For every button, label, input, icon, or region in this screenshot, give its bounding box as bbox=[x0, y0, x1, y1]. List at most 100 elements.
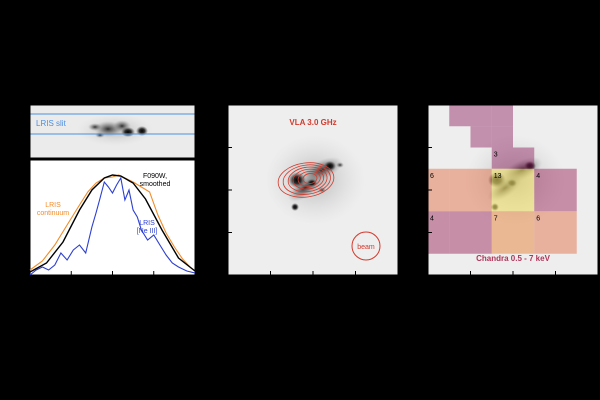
chandra-pixel bbox=[491, 126, 513, 148]
profile-x-tick-label: 2 bbox=[193, 279, 197, 286]
lris-continuum-label-line1: LRIS bbox=[45, 202, 61, 209]
chandra-pixel bbox=[491, 211, 513, 233]
chandra-pixel bbox=[534, 168, 556, 190]
y-tick-label: −1 bbox=[417, 230, 425, 237]
x-tick-label: −1 bbox=[552, 279, 560, 286]
vla-contour-level bbox=[287, 166, 328, 193]
slit-image-frame bbox=[29, 104, 196, 159]
chandra-pixel bbox=[449, 84, 470, 105]
vla-x-axis-label: Δ RA [arcsec] bbox=[292, 290, 334, 297]
x-tick-label: 1 bbox=[269, 279, 273, 286]
lris-neiii-label-line1: LRIS bbox=[139, 220, 155, 227]
y-tick-label: 1 bbox=[221, 145, 225, 152]
profile-series bbox=[29, 174, 196, 276]
chandra-pixel bbox=[555, 232, 577, 254]
chandra-pixel bbox=[534, 232, 556, 254]
chandra-pixel bbox=[449, 190, 471, 212]
profile-x-axis-label: position along slit [arcsec] bbox=[72, 290, 152, 297]
profile-x-tick-label: −1 bbox=[67, 279, 75, 286]
vla-radio-contours bbox=[277, 162, 335, 198]
chandra-pixel bbox=[491, 190, 513, 212]
chandra-pixel bbox=[555, 211, 577, 233]
profile-x-tick-label: 0 bbox=[111, 279, 115, 286]
chandra-x-axis-label: Δ RA [arcsec] bbox=[492, 290, 534, 297]
chandra-pixel bbox=[428, 168, 450, 190]
chandra-pixel bbox=[428, 190, 450, 212]
chandra-count-label: 7 bbox=[494, 215, 498, 222]
y-tick-label: −2 bbox=[417, 273, 425, 280]
vla-y-axis-label: Δ DEC [arcsec] bbox=[206, 166, 213, 214]
chandra-pixel bbox=[513, 168, 535, 190]
chandra-title: Chandra 0.5 - 7 keV bbox=[476, 254, 550, 263]
chandra-pixel bbox=[513, 211, 535, 233]
chandra-pixel bbox=[534, 211, 556, 233]
x-tick-label: −2 bbox=[594, 279, 600, 286]
chandra-count-label: 4 bbox=[536, 173, 540, 180]
y-tick-label: 0 bbox=[221, 188, 225, 195]
chandra-pixel bbox=[470, 211, 492, 233]
chandra-count-label: 3 bbox=[494, 152, 498, 159]
y-tick-label: 2 bbox=[221, 103, 225, 110]
slit-label: LRIS slit bbox=[36, 119, 67, 128]
chandra-pixel bbox=[491, 168, 513, 190]
y-tick-label: 0 bbox=[421, 188, 425, 195]
chandra-pixel bbox=[555, 190, 577, 212]
chandra-count-label: 6 bbox=[430, 173, 434, 180]
chandra-count-label: 4 bbox=[430, 88, 434, 95]
y-tick-label: 2 bbox=[421, 103, 425, 110]
f090w-label-line1: F090W, bbox=[143, 173, 167, 180]
chandra-count-label: 13 bbox=[494, 173, 502, 180]
chandra-pixel bbox=[534, 190, 556, 212]
chandra-pixel bbox=[555, 168, 577, 190]
profile-y-axis-label: flux [normalized to peak] bbox=[11, 183, 18, 254]
vla-title: VLA 3.0 GHz bbox=[289, 118, 336, 127]
f090w-label-line2: smoothed bbox=[140, 181, 171, 188]
f090w-smoothed-line bbox=[29, 174, 196, 273]
chandra-pixel bbox=[491, 105, 513, 127]
lris-neiii-label-line2: [Ne III] bbox=[137, 228, 158, 235]
x-tick-label: 1 bbox=[469, 279, 473, 286]
chandra-pixel bbox=[449, 211, 471, 233]
x-tick-label: 0 bbox=[511, 279, 515, 286]
chandra-pixel bbox=[470, 126, 492, 148]
x-tick-label: 0 bbox=[311, 279, 315, 286]
chandra-pixel bbox=[491, 147, 513, 169]
vla-beam-label: beam bbox=[357, 244, 375, 251]
profile-x-tick-label: 1 bbox=[152, 279, 156, 286]
chandra-pixel bbox=[491, 232, 513, 254]
chandra-count-label: 6 bbox=[536, 215, 540, 222]
vla-contour-level bbox=[297, 170, 321, 187]
x-tick-label: −2 bbox=[394, 279, 402, 286]
chandra-pixel bbox=[428, 232, 450, 254]
y-tick-label: 1 bbox=[421, 145, 425, 152]
lris-continuum-label-line2: continuum bbox=[37, 210, 69, 217]
profile-plot-area bbox=[29, 159, 196, 276]
chandra-pixel bbox=[449, 232, 471, 254]
chandra-y-axis-label: Δ DEC [arcsec] bbox=[406, 166, 413, 214]
lris-neiii-line bbox=[29, 176, 196, 276]
chandra-pixel bbox=[449, 168, 471, 190]
x-tick-label: 2 bbox=[426, 279, 430, 286]
vla-contour-level bbox=[302, 173, 318, 184]
chandra-pixel bbox=[513, 190, 535, 212]
vla-beam-ellipse bbox=[351, 231, 381, 261]
chandra-pixel bbox=[513, 232, 535, 254]
chandra-pixel bbox=[470, 105, 492, 127]
slit-galaxy-image bbox=[77, 114, 153, 146]
vla-galaxy-image bbox=[265, 135, 365, 225]
x-tick-label: −1 bbox=[352, 279, 360, 286]
chandra-count-label: 4 bbox=[430, 215, 434, 222]
chandra-pixel bbox=[470, 232, 492, 254]
chandra-pixel bbox=[449, 105, 471, 127]
chandra-pixel bbox=[428, 211, 450, 233]
vla-contour-level bbox=[277, 162, 335, 198]
vla-contour-level bbox=[292, 168, 325, 190]
chandra-pixel bbox=[513, 147, 535, 169]
y-tick-label: −1 bbox=[217, 230, 225, 237]
chandra-pixel bbox=[428, 84, 449, 105]
